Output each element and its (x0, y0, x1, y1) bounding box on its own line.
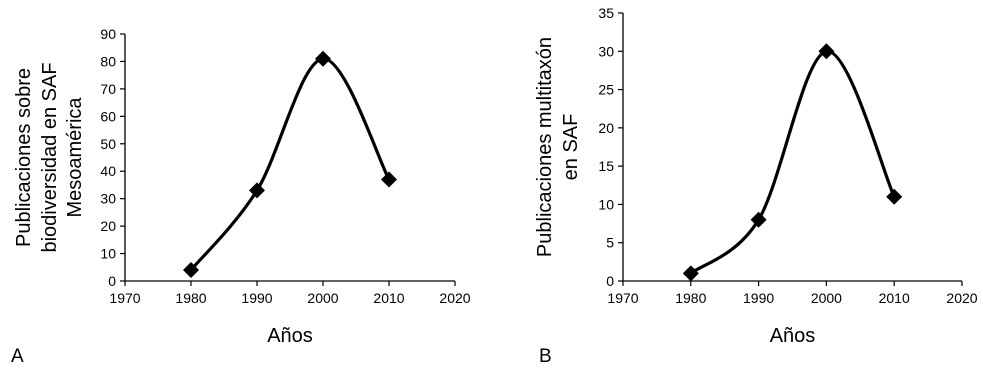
panel-b-y-tick-label: 35 (598, 5, 614, 21)
panel-a-y-tick-label: 40 (100, 163, 116, 179)
panel-a-x-tick-label: 2010 (373, 290, 404, 306)
panel-b-y-tick-label: 0 (606, 273, 614, 289)
panel-a-y-tick-label: 70 (100, 81, 116, 97)
panel-b-x-tick-label: 2020 (946, 290, 977, 306)
panel-b: 0 5 10 15 20 25 30 35 1970 1980 1990 2000 2010 2020 Añ… (534, 5, 978, 367)
panel-b-label: B (539, 346, 552, 367)
panel-b-y-tick-label: 15 (598, 158, 614, 174)
panel-a-y-tick-label: 90 (100, 26, 116, 42)
panel-b-y-axis-title-line: Publicaciones multitaxón (534, 37, 556, 257)
panel-a-data-point (249, 182, 265, 199)
panel-a-x-tick-label: 2020 (439, 290, 470, 306)
panel-a-y-tick-label: 10 (100, 246, 116, 262)
panel-b-x-axis-title: Años (770, 325, 816, 347)
panel-b-series-line (689, 49, 896, 275)
panel-b-x-tick-label: 1970 (607, 290, 638, 306)
panel-a: 0 10 20 30 40 50 60 70 80 90 1970 1980 1990 2000 2010 2… (11, 26, 471, 367)
panel-a-y-tick-label: 20 (100, 218, 116, 234)
panel-b-data-point (818, 43, 835, 60)
panel-a-data-point (183, 262, 199, 279)
panel-a-x-tick-label: 1970 (109, 290, 140, 306)
panel-a-series-line (189, 57, 391, 272)
panel-b-data-point (886, 188, 903, 205)
panel-b-data-point (750, 211, 767, 228)
panel-a-y-tick-label: 0 (108, 273, 116, 289)
panel-a-y-tick-label: 30 (100, 191, 116, 207)
panel-a-y-axis-title-line: biodiversidad en SAF (39, 62, 61, 252)
panel-b-y-tick-label: 10 (598, 196, 614, 212)
panel-b-x-tick-label: 2000 (811, 290, 842, 306)
panel-a-x-tick-label: 1980 (175, 290, 206, 306)
panel-a-y-tick-label: 50 (100, 136, 116, 152)
panel-a-y-axis-title-line: Mesoamérica (64, 97, 86, 218)
panel-b-y-tick-label: 25 (598, 82, 614, 98)
panel-b-x-tick-label: 1980 (675, 290, 706, 306)
panel-b-x-tick-label: 2010 (879, 290, 910, 306)
panel-b-y-tick-label: 20 (598, 120, 614, 136)
panel-a-data-point (315, 50, 331, 67)
panel-a-y-axis-title-line: Publicaciones sobre (13, 68, 35, 247)
panel-a-x-axis-title: Años (267, 325, 313, 347)
panel-a-label: A (11, 346, 24, 367)
panel-b-x-tick-label: 1990 (743, 290, 774, 306)
panel-a-y-tick-label: 60 (100, 108, 116, 124)
panel-b-y-tick-label: 5 (606, 235, 614, 251)
panel-a-data-point (381, 171, 397, 188)
panel-a-x-tick-label: 2000 (307, 290, 338, 306)
panel-b-data-point (682, 265, 699, 282)
panel-b-y-tick-label: 30 (598, 43, 614, 59)
panel-b-y-axis-title-line: en SAF (560, 114, 582, 181)
panel-a-y-tick-label: 80 (100, 53, 116, 69)
panel-a-x-tick-label: 1990 (241, 290, 272, 306)
